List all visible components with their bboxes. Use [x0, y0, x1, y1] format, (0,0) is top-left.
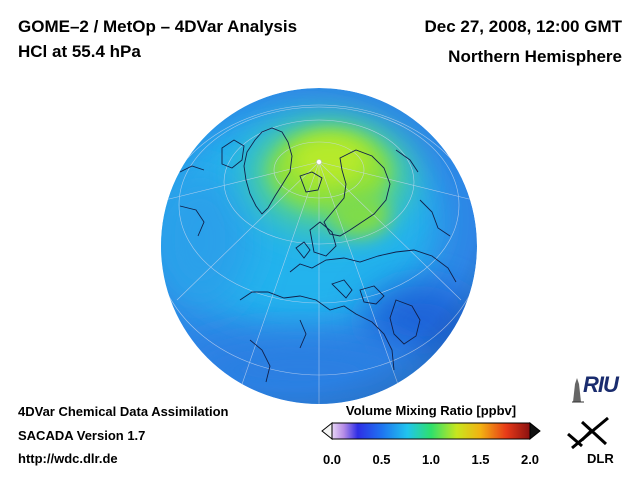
riu-logo-icon [572, 378, 584, 403]
colorbar [321, 421, 541, 441]
colorbar-title: Volume Mixing Ratio [ppbv] [345, 403, 517, 418]
dlr-logo-icon [567, 416, 609, 450]
dlr-logo-text: DLR [587, 451, 614, 466]
colorbar-tick-label: 1.0 [421, 452, 441, 467]
plot-region: Northern Hemisphere [448, 47, 622, 66]
riu-logo-text: RIU [583, 372, 619, 397]
north-pole-marker [316, 159, 322, 165]
colorbar-tick-label: 0.5 [372, 452, 391, 467]
footer-url[interactable]: http://wdc.dlr.de [18, 451, 118, 466]
colorbar-tick-label: 0.0 [322, 452, 342, 467]
plot-subtitle: HCl at 55.4 hPa [18, 42, 141, 61]
colorbar-scale [331, 422, 531, 440]
plot-title: GOME–2 / MetOp – 4DVar Analysis [18, 17, 298, 36]
colorbar-high-arrow [529, 421, 541, 441]
footer-line-2: SACADA Version 1.7 [18, 428, 146, 443]
colorbar-tick-label: 2.0 [520, 452, 540, 467]
colorbar-low-arrow [321, 421, 333, 441]
colorbar-tick-label: 1.5 [471, 452, 490, 467]
footer-line-1: 4DVar Chemical Data Assimilation [18, 404, 229, 419]
plot-date: Dec 27, 2008, 12:00 GMT [424, 17, 622, 36]
